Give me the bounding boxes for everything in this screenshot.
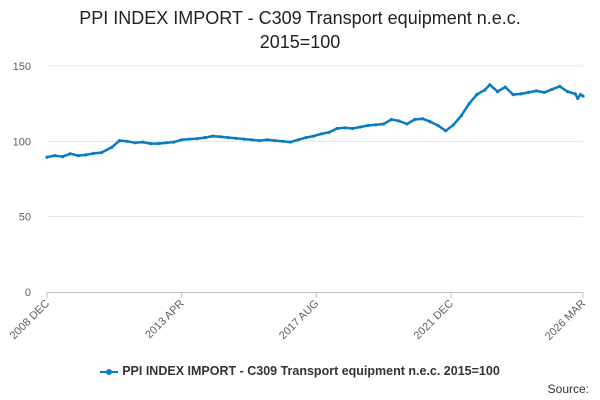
data-point — [203, 136, 207, 140]
data-point — [374, 123, 378, 127]
data-point — [335, 126, 339, 131]
data-point — [156, 142, 160, 146]
data-point — [565, 90, 570, 94]
data-point — [304, 136, 308, 140]
data-point — [288, 140, 292, 144]
data-point — [550, 87, 554, 91]
y-tick-label: 0 — [25, 287, 31, 299]
data-point — [164, 141, 168, 145]
chart-title-line-1: PPI INDEX IMPORT - C309 Transport equipm… — [79, 8, 521, 28]
data-point — [558, 84, 562, 88]
data-point — [133, 141, 137, 145]
data-point — [172, 140, 176, 144]
data-point — [180, 138, 184, 142]
data-point — [573, 92, 577, 96]
axis-layer: 0 50 100 150 2008 DEC 2013 APR 2017 AUG 2021 DE… — [8, 61, 588, 343]
data-point — [218, 135, 223, 139]
data-point — [60, 155, 65, 159]
data-point — [327, 130, 331, 134]
x-tick-label: 2008 DEC — [8, 298, 52, 342]
data-point — [226, 136, 230, 140]
y-tick-label: 150 — [13, 61, 31, 73]
data-point — [250, 138, 254, 142]
data-point — [273, 139, 277, 143]
data-point — [459, 114, 463, 118]
data-point — [475, 93, 479, 97]
y-tick-label: 50 — [19, 212, 31, 224]
grid-layer — [47, 65, 583, 218]
data-point — [366, 123, 370, 128]
data-point — [53, 154, 57, 158]
data-point — [312, 134, 316, 138]
data-point — [257, 139, 261, 143]
data-point — [511, 93, 515, 97]
legend-label: PPI INDEX IMPORT - C309 Transport equipm… — [122, 364, 500, 378]
y-tick-label: 100 — [13, 136, 31, 148]
data-point — [444, 129, 448, 133]
data-point — [436, 123, 440, 128]
data-point — [483, 88, 487, 92]
data-point — [265, 138, 269, 142]
chart-title: PPI INDEX IMPORT - C309 Transport equipm… — [0, 6, 600, 54]
data-point — [397, 119, 401, 123]
data-point — [76, 154, 80, 158]
data-point — [358, 125, 362, 129]
source-label: Source: — [547, 382, 589, 396]
data-point — [576, 96, 580, 100]
data-point — [534, 89, 539, 93]
series-line — [45, 83, 585, 159]
data-point — [319, 132, 324, 136]
data-point — [281, 139, 285, 143]
data-point — [125, 139, 129, 143]
data-point — [451, 123, 456, 127]
data-point — [211, 134, 215, 138]
data-point — [117, 139, 122, 143]
data-point — [234, 136, 238, 140]
series-layer — [45, 83, 585, 159]
data-point — [382, 122, 386, 126]
data-point — [405, 122, 409, 126]
data-point — [503, 85, 507, 89]
data-point — [581, 94, 585, 98]
data-point — [242, 137, 246, 141]
data-point — [195, 137, 199, 141]
data-point — [428, 120, 432, 124]
data-point — [488, 83, 492, 87]
legend-swatch-icon — [100, 367, 119, 377]
data-point — [343, 126, 347, 130]
data-point — [413, 117, 417, 122]
data-point — [542, 90, 546, 94]
data-point — [149, 142, 153, 146]
data-point — [578, 93, 583, 97]
x-tick-label: 2017 AUG — [277, 298, 321, 342]
x-tick-label: 2026 MAR — [543, 298, 588, 343]
data-point — [84, 153, 88, 157]
chart-title-line-2: 2015=100 — [259, 32, 341, 52]
data-point — [350, 126, 355, 131]
legend[interactable]: PPI INDEX IMPORT - C309 Transport equipm… — [0, 364, 600, 378]
data-point — [519, 92, 523, 96]
data-point — [99, 151, 103, 155]
data-point — [389, 117, 393, 122]
data-point — [296, 138, 300, 142]
data-point — [496, 90, 500, 94]
data-point — [187, 137, 191, 141]
data-point — [68, 152, 72, 156]
data-point — [467, 102, 471, 106]
data-point — [527, 90, 531, 94]
data-point — [420, 117, 425, 121]
data-point — [45, 155, 49, 159]
data-point — [141, 140, 145, 144]
data-point — [110, 145, 114, 149]
x-tick-label: 2021 DEC — [412, 298, 456, 342]
x-tick-label: 2013 APR — [143, 298, 187, 342]
data-point — [92, 151, 96, 155]
